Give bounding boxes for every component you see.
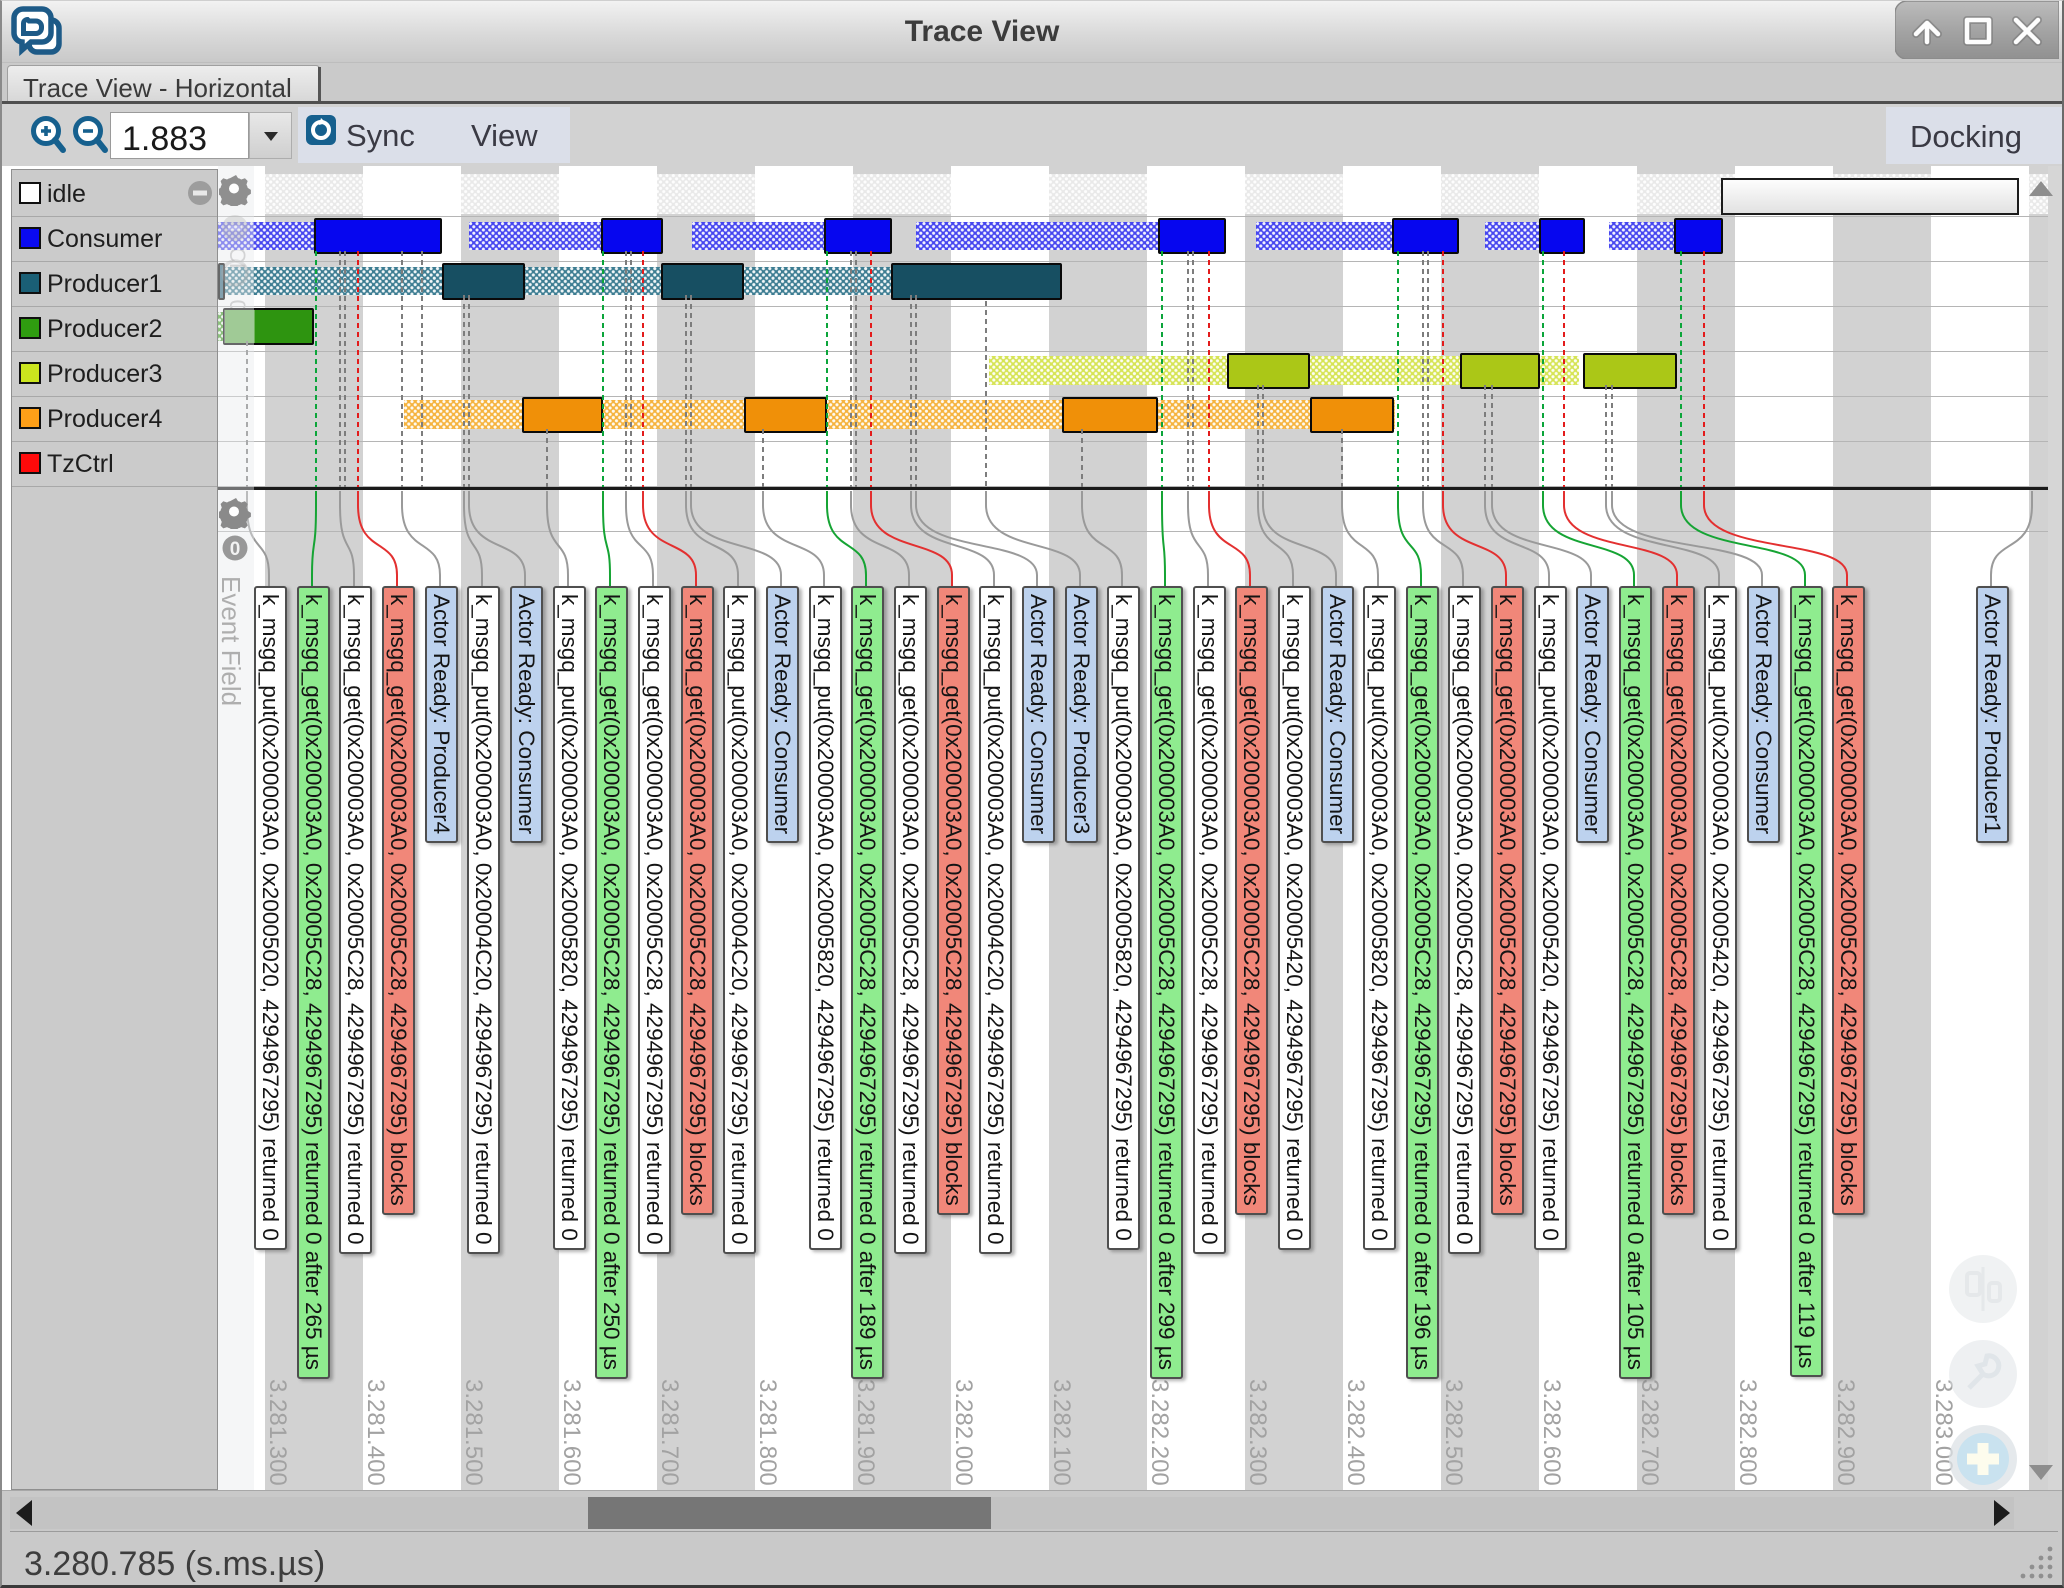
svg-text:0: 0	[230, 539, 241, 560]
